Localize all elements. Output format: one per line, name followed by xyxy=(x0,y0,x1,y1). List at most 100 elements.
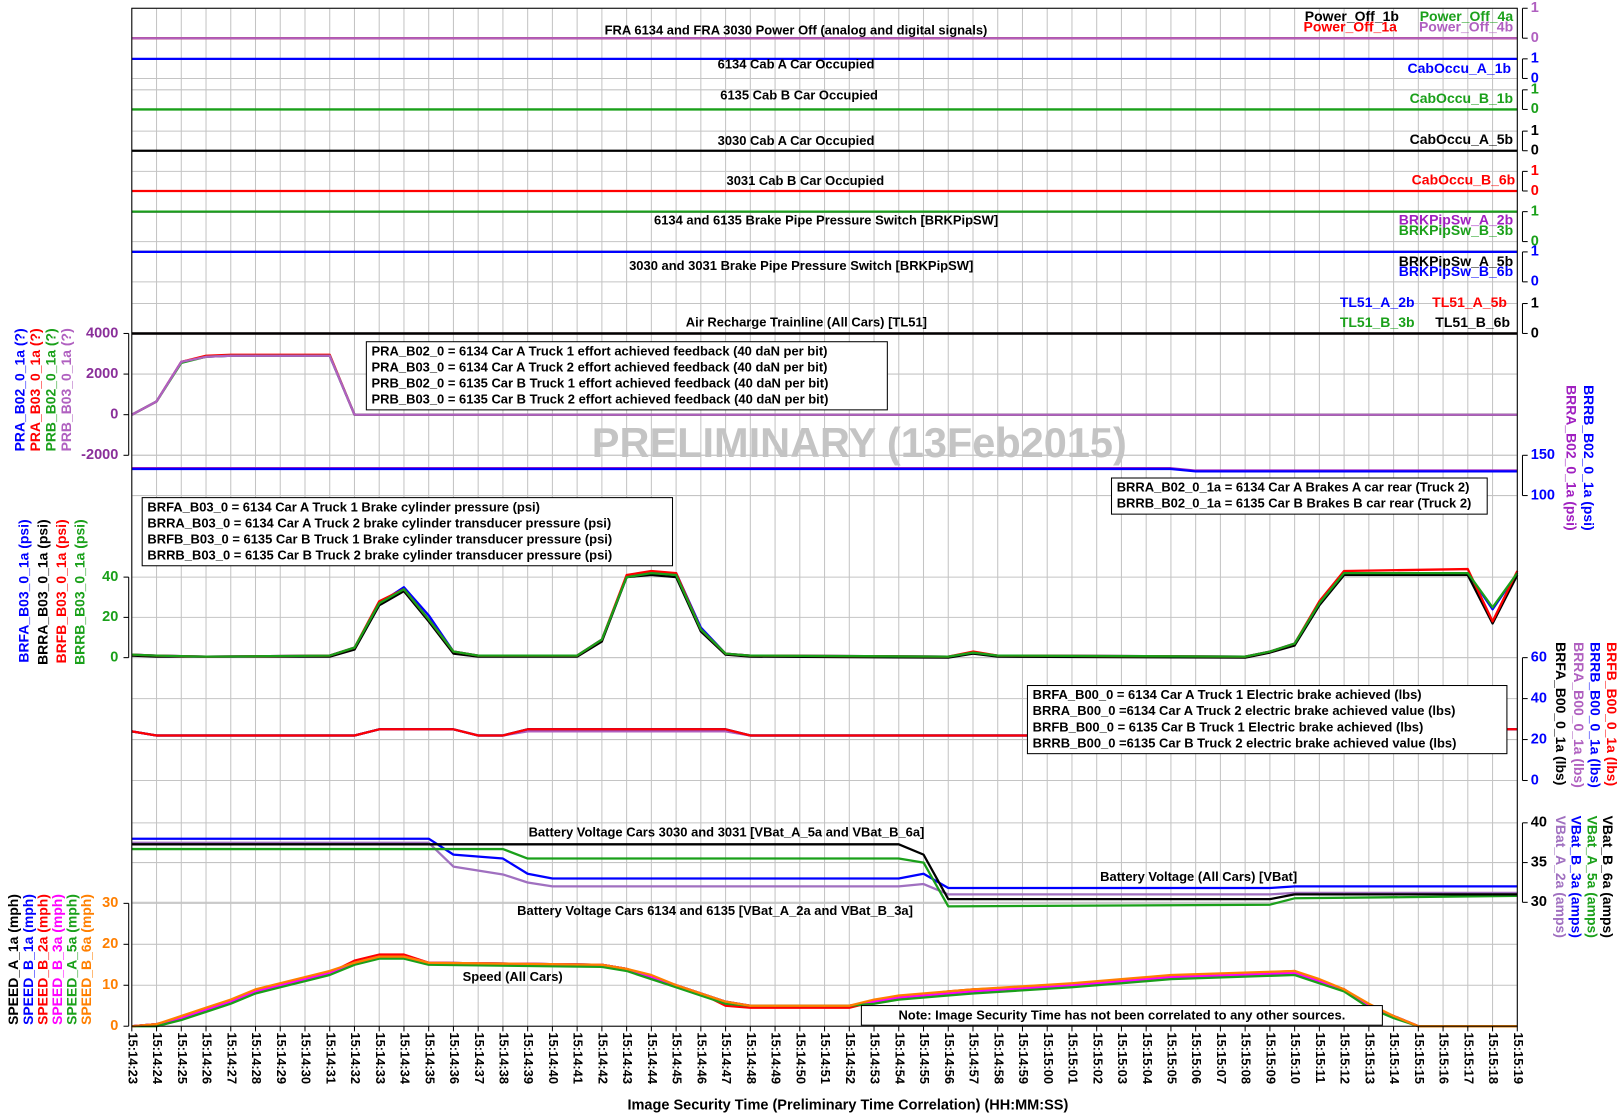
y-tick-label: 1 xyxy=(1531,163,1539,179)
y-tick-label: 1 xyxy=(1531,203,1539,219)
series-line xyxy=(131,571,1519,658)
y-tick-label: 20 xyxy=(1531,731,1547,747)
y-tick-label: 1 xyxy=(1531,244,1539,260)
y-tick-label: -2000 xyxy=(81,447,118,463)
legend-box-line: BRRB_B00_0 =6135 Car B Truck 2 electric … xyxy=(1033,735,1457,750)
x-tick-label: 15:14:59 xyxy=(1016,1032,1031,1084)
note-box xyxy=(860,1005,1383,1026)
legend-label: BRKPipSw_B_6b xyxy=(1399,263,1513,279)
note: Note: Image Security Time has not been c… xyxy=(898,1007,1345,1022)
y-tick-label: 0 xyxy=(1531,325,1539,341)
x-tick-label: 15:15:15 xyxy=(1412,1032,1427,1084)
series-line xyxy=(131,843,1518,901)
x-tick-label: 15:14:24 xyxy=(150,1032,165,1084)
legend-label: BRFA_B00_0_1a (lbs) xyxy=(1553,642,1569,785)
series-line xyxy=(131,354,1518,416)
x-tick-label: 15:14:38 xyxy=(496,1032,511,1084)
x-tick-label: 15:14:50 xyxy=(793,1032,808,1084)
y-tick-label: 0 xyxy=(1531,143,1539,159)
legend-label: SPEED_B_1a (mph) xyxy=(20,894,36,1025)
x-tick-label: 15:14:35 xyxy=(422,1032,437,1084)
legend-label: SPEED_B_6a (mph) xyxy=(78,894,94,1025)
panel-title: Air Recharge Trainline (All Cars) [TL51] xyxy=(686,315,927,330)
panel-title: 3031 Cab B Car Occupied xyxy=(727,173,885,188)
panel-title: 6134 Cab A Car Occupied xyxy=(718,56,875,71)
legend-box-line: BRRA_B03_0 = 6134 Car A Truck 2 brake cy… xyxy=(147,515,611,530)
legend-label: Power_Off_1a xyxy=(1303,19,1397,35)
watermark: PRELIMINARY (13Feb2015) xyxy=(592,420,1127,466)
x-tick-label: 15:14:41 xyxy=(571,1032,586,1084)
x-tick-label: 15:14:29 xyxy=(274,1032,289,1084)
legend-label: Power_Off_1b xyxy=(1305,8,1399,24)
x-tick-label: 15:14:27 xyxy=(224,1032,239,1084)
x-tick-label: 15:14:34 xyxy=(398,1032,413,1084)
x-tick-label: 15:14:32 xyxy=(348,1032,363,1084)
legend-label: PRA_B02_0_1a (?) xyxy=(11,328,27,451)
legend-label: TL51_A_2b xyxy=(1340,294,1415,310)
legend-box-line: PRA_B02_0 = 6134 Car A Truck 1 effort ac… xyxy=(372,343,828,358)
legend-label: BRKPipSw_A_2b xyxy=(1399,212,1513,228)
legend-label: VBat_A_5a (amps) xyxy=(1584,816,1600,938)
legend-label: SPEED_B_2a (mph) xyxy=(34,894,50,1025)
legend-label: CabOccu_B_1b xyxy=(1410,90,1514,106)
x-tick-label: 15:15:14 xyxy=(1387,1032,1402,1084)
x-tick-label: 15:14:52 xyxy=(843,1032,858,1084)
x-tick-label: 15:15:02 xyxy=(1090,1032,1105,1084)
y-tick-label: 20 xyxy=(102,936,118,952)
legend-label: PRB_B03_0_1a (?) xyxy=(58,328,74,451)
y-tick-label: 1 xyxy=(1531,0,1539,16)
x-tick-label: 15:15:17 xyxy=(1461,1032,1476,1084)
y-tick-label: 0 xyxy=(110,649,118,665)
legend-label: VBat_A_2a (amps) xyxy=(1553,816,1569,938)
x-tick-label: 15:14:44 xyxy=(645,1032,660,1084)
legend-box-line: PRA_B03_0 = 6134 Car A Truck 2 effort ac… xyxy=(372,359,828,374)
legend-label: BRRA_B02_0_1a (psi) xyxy=(1564,385,1580,531)
legend-label: TL51_B_3b xyxy=(1340,314,1415,330)
y-tick-label: 1 xyxy=(1531,82,1539,98)
series-line xyxy=(131,847,1518,908)
legend-label: BRKPipSw_B_3b xyxy=(1399,222,1513,238)
legend-box-line: BRFA_B03_0 = 6134 Car A Truck 1 Brake cy… xyxy=(147,499,540,514)
y-tick-label: 0 xyxy=(1531,233,1539,249)
annotation: Battery Voltage Cars 6134 and 6135 [VBat… xyxy=(517,903,913,918)
legend-label: BRRA_B00_0_1a (lbs) xyxy=(1571,642,1587,788)
panel-title: 3030 Cab A Car Occupied xyxy=(718,133,875,148)
legend-box-line: BRRA_B02_0_1a = 6134 Car A Brakes A car … xyxy=(1117,480,1470,495)
y-tick-label: 0 xyxy=(110,407,118,423)
y-tick-label: 4000 xyxy=(86,325,118,341)
panel-title: 3030 and 3031 Brake Pipe Pressure Switch… xyxy=(629,258,973,273)
y-tick-label: 40 xyxy=(102,569,118,585)
x-tick-label: 15:14:25 xyxy=(175,1032,190,1084)
x-tick-label: 15:14:49 xyxy=(769,1032,784,1084)
y-tick-label: 100 xyxy=(1531,487,1555,503)
y-tick-label: 35 xyxy=(1531,854,1547,870)
legend-label: BRFB_B03_0_1a (psi) xyxy=(53,519,69,663)
legend-box-line: BRRB_B03_0 = 6135 Car B Truck 2 brake cy… xyxy=(147,547,612,562)
x-tick-label: 15:14:54 xyxy=(892,1032,907,1084)
legend-box-line: BRRB_B02_0_1a = 6135 Car B Brakes B car … xyxy=(1117,496,1472,511)
legend-label: SPEED_B_3a (mph) xyxy=(49,894,65,1025)
series-line xyxy=(131,841,1518,896)
series-line xyxy=(131,955,1518,1028)
x-tick-label: 15:14:53 xyxy=(868,1032,883,1084)
legend-label: PRA_B03_0_1a (?) xyxy=(27,328,43,451)
legend-box xyxy=(141,497,674,567)
y-tick-label: 1 xyxy=(1531,295,1539,311)
x-tick-label: 15:15:18 xyxy=(1486,1032,1501,1084)
y-tick-label: 0 xyxy=(110,1018,118,1034)
annotation: Battery Voltage (All Cars) [VBat] xyxy=(1100,869,1297,884)
legend-label: VBat_B_3a (amps) xyxy=(1569,816,1585,938)
y-tick-label: 150 xyxy=(1531,447,1555,463)
x-tick-label: 15:15:13 xyxy=(1362,1032,1377,1084)
legend-box-line: BRFB_B03_0 = 6135 Car B Truck 1 Brake cy… xyxy=(147,531,612,546)
y-tick-label: 40 xyxy=(1531,815,1547,831)
annotation: Battery Voltage Cars 3030 and 3031 [VBat… xyxy=(529,825,925,840)
x-tick-label: 15:15:08 xyxy=(1239,1032,1254,1084)
y-tick-label: 0 xyxy=(1531,70,1539,86)
legend-label: CabOccu_B_6b xyxy=(1412,171,1516,187)
x-tick-label: 15:14:36 xyxy=(447,1032,462,1084)
y-tick-label: 30 xyxy=(102,895,118,911)
legend-box-line: BRFA_B00_0 = 6134 Car A Truck 1 Electric… xyxy=(1033,687,1422,702)
plot-layer xyxy=(131,37,1519,1028)
